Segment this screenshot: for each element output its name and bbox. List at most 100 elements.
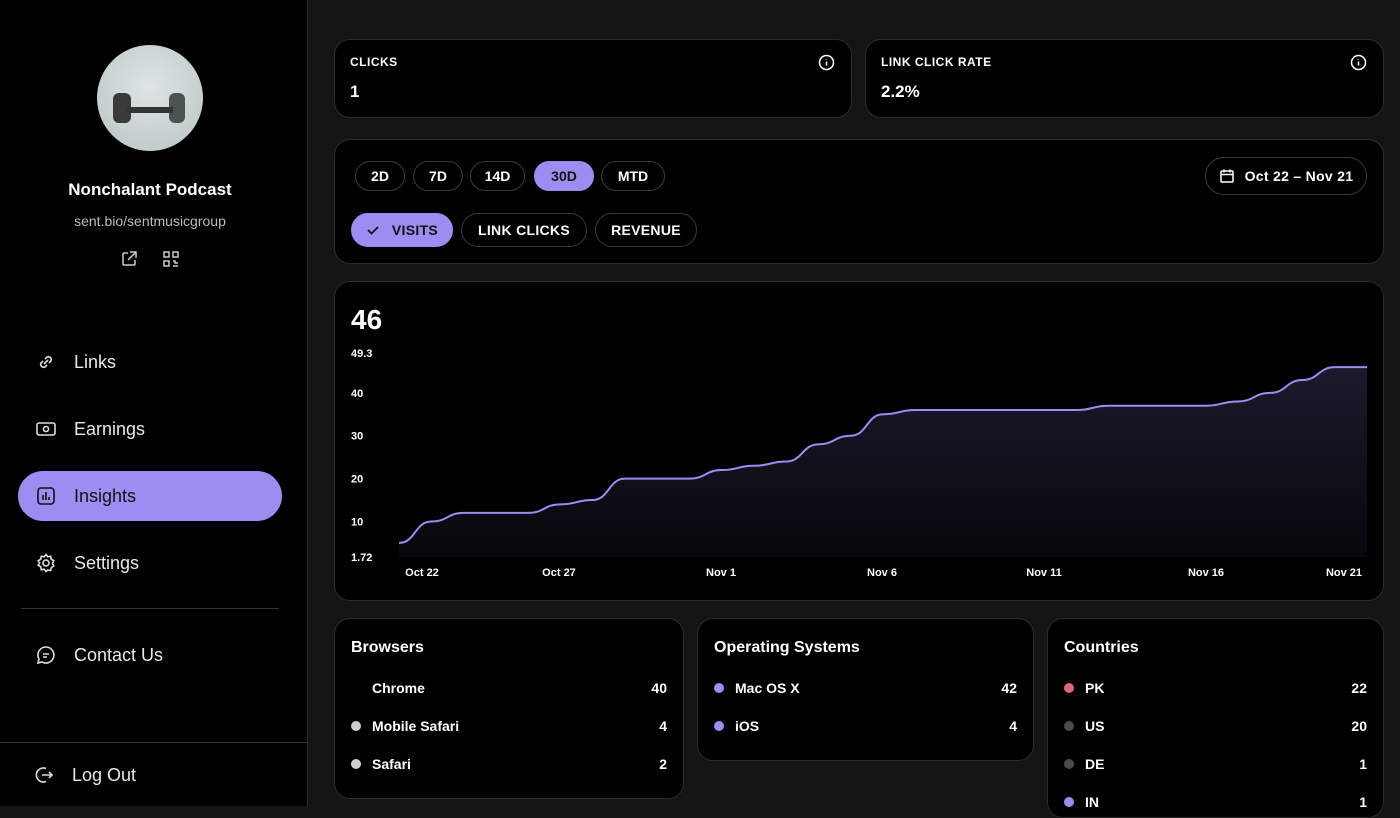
list-item: Safari 2 [351,754,667,774]
x-tick-label: Nov 1 [706,567,736,579]
logout-icon [35,767,54,783]
item-label: PK [1085,680,1105,696]
chat-icon [36,646,55,665]
nav-insights[interactable]: Insights [18,471,282,521]
kpi-link-click-rate: LINK CLICK RATE 2.2% [865,39,1384,118]
legend-dot [1064,797,1074,807]
share-icon[interactable] [120,250,138,268]
divider [21,608,279,609]
item-value: 4 [659,718,667,734]
x-tick-label: Nov 6 [867,567,897,579]
qr-code-icon[interactable] [162,250,180,268]
list-item: DE 1 [1064,754,1367,774]
item-label: US [1085,718,1105,734]
nav-settings[interactable]: Settings [18,538,282,588]
calendar-icon [1219,169,1234,183]
metric-visits[interactable]: VISITS [351,213,453,247]
money-icon [36,422,56,436]
metric-revenue[interactable]: REVENUE [595,213,697,247]
item-value: 4 [1009,718,1017,734]
y-tick-label: 49.3 [351,348,372,360]
card-title: Countries [1064,639,1139,656]
y-tick-label: 40 [351,388,363,400]
range-14d[interactable]: 14D [470,161,525,191]
y-tick-label: 10 [351,516,363,528]
range-mtd[interactable]: MTD [601,161,665,191]
legend-dot [351,721,361,731]
nav-links[interactable]: Links [18,337,282,387]
divider [0,742,307,743]
profile-url[interactable]: sent.bio/sentmusicgroup [74,213,226,229]
item-label: DE [1085,756,1105,772]
nav-label: Links [74,351,117,372]
list-item: IN 1 [1064,792,1367,812]
item-value: 20 [1351,718,1367,734]
gear-icon [37,553,55,573]
link-icon [39,355,53,369]
legend-dot [714,683,724,693]
check-icon [367,226,379,235]
item-label: Mac OS X [735,680,800,696]
browsers-card: Browsers Chrome 40 Mobile Safari 4 Safari 2 [334,618,684,799]
range-2d[interactable]: 2D [355,161,405,191]
date-range-picker[interactable]: Oct 22 – Nov 21 [1205,157,1367,195]
info-icon[interactable] [818,54,835,71]
x-tick-label: Oct 22 [405,567,439,579]
sidebar: Nonchalant Podcast sent.bio/sentmusicgro… [0,0,308,806]
item-value: 2 [659,756,667,772]
metric-link-clicks[interactable]: LINK CLICKS [461,213,587,247]
kpi-value: 2.2% [881,82,920,101]
item-value: 1 [1359,794,1367,810]
kpi-clicks: CLICKS 1 [334,39,852,118]
chart-total: 46 [351,304,383,335]
list-item: Mobile Safari 4 [351,716,667,736]
list-item: iOS 4 [714,716,1017,736]
item-label: Mobile Safari [372,718,460,734]
nav-earnings[interactable]: Earnings [18,404,282,454]
legend-dot [714,721,724,731]
item-value: 40 [651,680,667,696]
list-item: US 20 [1064,716,1367,736]
list-item: Mac OS X 42 [714,678,1017,698]
date-range-label: Oct 22 – Nov 21 [1244,168,1354,184]
visits-chart: 49.3 40 30 20 10 1.72 Oct 22 Oct 27 Nov 1 Nov 6 No… [351,348,1367,579]
info-icon[interactable] [1350,54,1367,71]
item-label: iOS [735,718,760,734]
x-tick-label: Nov 11 [1026,567,1061,579]
countries-card: Countries PK 22 US 20 DE 1 IN 1 [1047,618,1384,818]
range-7d[interactable]: 7D [413,161,463,191]
x-tick-label: Nov 21 [1326,567,1362,579]
nav-label: Log Out [72,764,137,785]
y-tick-label: 1.72 [351,552,372,564]
legend-dot [1064,683,1074,693]
nav-log-out[interactable]: Log Out [16,750,280,800]
item-label: IN [1085,794,1099,810]
item-label: Chrome [372,680,425,696]
nav-contact-us[interactable]: Contact Us [18,630,282,680]
metric-label: VISITS [391,222,439,238]
legend-dot [351,759,361,769]
x-tick-label: Oct 27 [542,567,576,579]
area-fill [399,367,1367,557]
item-value: 1 [1359,756,1367,772]
range-30d[interactable]: 30D [534,161,594,191]
profile-name: Nonchalant Podcast [68,180,232,199]
item-value: 42 [1001,680,1017,696]
list-item: Chrome 40 [351,678,667,698]
visits-line [398,366,1367,544]
filters-panel: 2D 7D 14D 30D MTD Oct 22 – Nov 21 VISITS… [334,139,1384,264]
x-tick-label: Nov 16 [1188,567,1224,579]
legend-dot [1064,759,1074,769]
y-tick-label: 20 [351,474,363,486]
nav-label: Earnings [74,418,146,439]
os-card: Operating Systems Mac OS X 42 iOS 4 [697,618,1034,761]
list-item: PK 22 [1064,678,1367,698]
kpi-value: 1 [350,82,360,101]
nav-label: Insights [74,485,137,506]
card-title: Operating Systems [714,639,860,656]
legend-dot [1064,721,1074,731]
avatar [97,45,203,151]
card-title: Browsers [351,639,424,656]
item-label: Safari [372,756,411,772]
visits-chart-card: 46 49.3 40 30 20 10 1.72 Oct 22 Oct 27 Nov 1 Nov … [334,281,1384,601]
